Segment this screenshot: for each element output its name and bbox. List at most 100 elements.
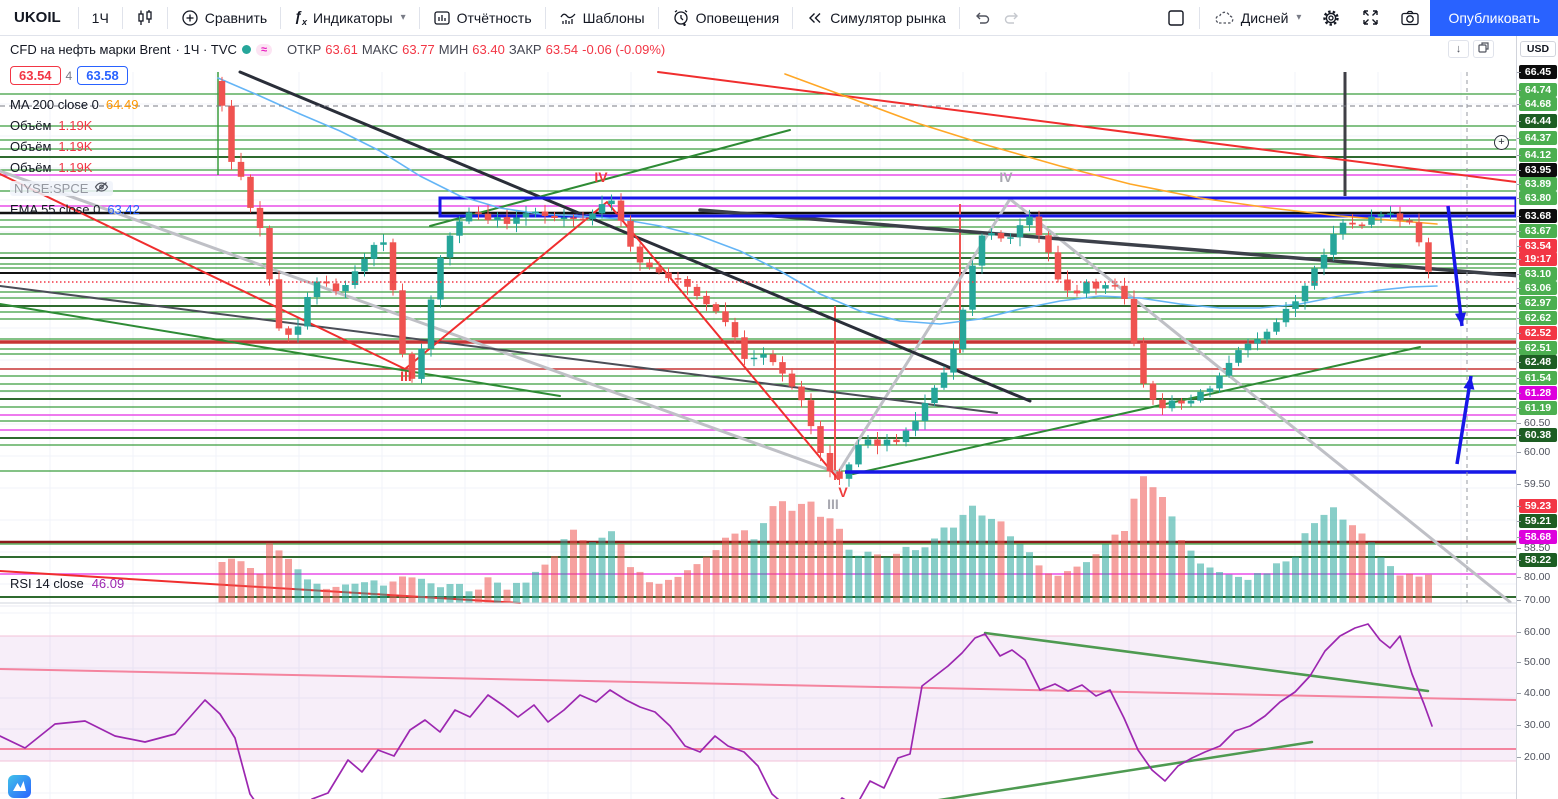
chart-type-button[interactable] <box>126 4 164 32</box>
indicator-row[interactable]: NYSE:SPCE <box>10 178 140 199</box>
price-axis-label: 61.19 <box>1519 401 1557 415</box>
axis-tick <box>1517 757 1521 758</box>
axis-tick <box>1517 452 1521 453</box>
add-alert-plus-icon[interactable]: + <box>1494 135 1509 150</box>
axis-tick <box>1517 521 1521 522</box>
price-axis-label: 61.54 <box>1519 371 1557 385</box>
buy-button[interactable]: 63.58 <box>77 66 128 85</box>
alerts-label: Оповещения <box>695 9 780 26</box>
symbol-legend-row[interactable]: CFD на нефть марки Brent · 1Ч · TVC ≈ ОТ… <box>10 42 665 57</box>
divider <box>958 6 960 29</box>
fullscreen-button[interactable] <box>1351 4 1390 32</box>
redo-button[interactable] <box>1001 4 1031 32</box>
indicator-label: EMA 55 close 0 <box>10 202 101 217</box>
indicator-label: Объём <box>10 139 52 154</box>
axis-tick <box>1517 274 1521 275</box>
axis-tick <box>1517 104 1521 105</box>
gear-icon <box>1321 8 1341 28</box>
rsi-axis-label: 60.00 <box>1524 626 1551 638</box>
price-axis-label: 62.52 <box>1519 326 1557 340</box>
svg-text:III: III <box>400 368 412 384</box>
approx-data-icon[interactable]: ≈ <box>255 43 272 56</box>
chart-canvas[interactable]: IV III V IV III CFD на нефть марки Brent · 1… <box>0 36 1516 799</box>
undo-button[interactable] <box>963 4 1001 32</box>
plus-circle-icon <box>181 9 199 27</box>
price-axis-label: 64.44 <box>1519 114 1557 128</box>
price-axis-label: 64.74 <box>1519 83 1557 97</box>
cloud-icon <box>1213 9 1235 27</box>
high-label: МАКС <box>361 42 399 57</box>
indicator-value: 1.19K <box>58 139 93 154</box>
axis-tick <box>1517 259 1521 260</box>
tradingview-logo[interactable] <box>8 775 31 798</box>
alarm-clock-icon <box>672 9 690 27</box>
axis-tick <box>1517 72 1521 73</box>
reporting-button[interactable]: Отчётность <box>423 4 542 32</box>
eye-off-icon[interactable] <box>94 181 109 196</box>
price-axis-label: 60.00 <box>1524 446 1551 458</box>
price-axis-label: 63.95 <box>1519 163 1557 177</box>
layout-select-button[interactable] <box>1156 4 1196 32</box>
interval-button[interactable]: 1Ч <box>91 9 109 26</box>
price-axis-label: 19:17 <box>1519 252 1557 266</box>
compare-label: Сравнить <box>204 9 268 26</box>
currency-button[interactable]: USD <box>1520 41 1556 57</box>
price-axis-label: 62.62 <box>1519 311 1557 325</box>
market-status-icon[interactable] <box>241 45 251 54</box>
symbol-button[interactable]: UKOIL <box>14 9 61 26</box>
price-axis-label: 60.50 <box>1524 417 1551 429</box>
axis-tick <box>1517 333 1521 334</box>
price-axis-label: 64.12 <box>1519 148 1557 162</box>
indicator-row[interactable]: EMA 55 close 0 63.42 <box>10 199 140 220</box>
axis-tick <box>1517 246 1521 247</box>
axis-tick <box>1517 506 1521 507</box>
bar-chart-icon <box>433 9 451 27</box>
settings-button[interactable] <box>1311 4 1351 32</box>
divider <box>166 6 168 29</box>
indicator-label: MA 200 close 0 <box>10 97 99 112</box>
rsi-axis-label: 30.00 <box>1524 719 1551 731</box>
publish-button[interactable]: Опубликовать <box>1430 0 1558 36</box>
snapshot-button[interactable] <box>1390 4 1430 32</box>
divider <box>657 6 659 29</box>
scroll-down-button[interactable]: ↓ <box>1448 40 1469 58</box>
price-axis-label: 58.22 <box>1519 553 1557 567</box>
price-axis-label: 63.89 <box>1519 177 1557 191</box>
templates-button[interactable]: Шаблоны <box>549 4 655 32</box>
indicator-row[interactable]: Объём 1.19K <box>10 115 140 136</box>
layout-name-label: Дисней <box>1240 9 1289 26</box>
maximize-pane-button[interactable] <box>1473 40 1494 58</box>
undo-icon <box>973 9 991 27</box>
change-value: -0.06 (-0.09%) <box>582 42 666 57</box>
axis-tick <box>1517 632 1521 633</box>
price-axis[interactable]: USD 66.45 64.74 64.68 64.44 64.37 64.12 63.95 6… <box>1516 36 1558 799</box>
high-value: 63.77 <box>402 42 435 57</box>
restore-icon <box>1478 42 1489 56</box>
rsi-axis-label: 70.00 <box>1524 594 1551 606</box>
alerts-button[interactable]: Оповещения <box>662 4 790 32</box>
axis-tick <box>1517 216 1521 217</box>
cloud-layout-button[interactable]: Дисней ▾ <box>1203 4 1312 32</box>
bid-ask-panel: 63.54 4 63.58 <box>10 66 128 85</box>
indicator-row[interactable]: Объём 1.19K <box>10 136 140 157</box>
axis-tick <box>1517 303 1521 304</box>
indicator-row[interactable]: MA 200 close 0 64.49 <box>10 94 140 115</box>
redo-icon <box>1003 9 1021 27</box>
chart-legend: CFD на нефть марки Brent · 1Ч · TVC ≈ ОТ… <box>10 42 665 217</box>
indicators-button[interactable]: ƒx Индикаторы ▾ <box>284 4 415 32</box>
symbol-meta: · 1Ч · TVC <box>175 42 237 57</box>
sell-button[interactable]: 63.54 <box>10 66 61 85</box>
divider <box>280 6 282 29</box>
market-simulator-button[interactable]: Симулятор рынка <box>796 4 956 32</box>
axis-tick <box>1517 231 1521 232</box>
indicator-row[interactable]: Объём 1.19K <box>10 157 140 178</box>
axis-tick <box>1517 198 1521 199</box>
price-axis-label: 62.97 <box>1519 296 1557 310</box>
price-axis-label: 64.68 <box>1519 97 1557 111</box>
price-axis-label: 63.10 <box>1519 267 1557 281</box>
open-value: 63.61 <box>325 42 358 57</box>
rsi-legend-row[interactable]: RSI 14 close 46.09 <box>10 576 124 591</box>
compare-button[interactable]: Сравнить <box>171 4 277 32</box>
axis-tick <box>1517 600 1521 601</box>
